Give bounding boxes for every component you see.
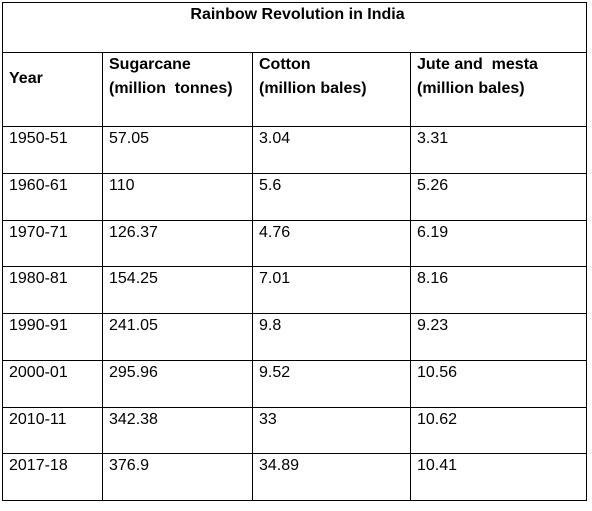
table-row: 1960-61 110 5.6 5.26 xyxy=(2,172,588,221)
cell-sugarcane: 110 xyxy=(102,172,253,221)
header-cotton-unit: (million bales) xyxy=(259,80,367,97)
table-row: 2000-01 295.96 9.52 10.56 xyxy=(2,359,588,408)
header-row: Year Sugarcane (million tonnes) Cotton (… xyxy=(2,52,588,127)
cell-jute: 10.56 xyxy=(409,359,588,408)
header-jute-name: Jute and mesta xyxy=(417,56,538,73)
header-sugarcane: Sugarcane (million tonnes) xyxy=(102,52,253,127)
cell-sugarcane: 376.9 xyxy=(102,453,253,501)
title-row: Rainbow Revolution in India xyxy=(1,2,588,53)
cell-jute: 3.31 xyxy=(409,126,588,174)
cell-sugarcane: 154.25 xyxy=(102,266,253,314)
cell-cotton: 4.76 xyxy=(252,219,411,268)
cell-sugarcane: 342.38 xyxy=(102,406,253,455)
cell-sugarcane: 241.05 xyxy=(102,313,253,361)
cell-cotton: 5.6 xyxy=(252,172,411,221)
cell-year: 1970-71 xyxy=(2,219,103,268)
cell-year: 2010-11 xyxy=(2,406,103,455)
table-row: 2017-18 376.9 34.89 10.41 xyxy=(2,453,588,501)
cell-sugarcane: 57.05 xyxy=(102,126,253,174)
cell-year: 2017-18 xyxy=(2,453,103,501)
cell-sugarcane: 295.96 xyxy=(102,359,253,408)
cell-cotton: 9.8 xyxy=(252,313,411,361)
header-sugarcane-name: Sugarcane xyxy=(109,56,191,73)
table-row: 2010-11 342.38 33 10.62 xyxy=(2,406,588,455)
cell-year: 1950-51 xyxy=(2,126,103,174)
cell-jute: 8.16 xyxy=(409,266,588,314)
header-cotton-name: Cotton xyxy=(259,56,311,73)
cell-year: 1990-91 xyxy=(2,313,103,361)
cell-cotton: 9.52 xyxy=(252,359,411,408)
cell-cotton: 34.89 xyxy=(252,453,411,501)
table-row: 1990-91 241.05 9.8 9.23 xyxy=(2,313,588,361)
cell-year: 2000-01 xyxy=(2,359,103,408)
header-sugarcane-unit: (million tonnes) xyxy=(109,80,233,97)
header-jute: Jute and mesta (million bales) xyxy=(409,52,588,127)
table-title: Rainbow Revolution in India xyxy=(190,6,405,23)
cell-jute: 9.23 xyxy=(409,313,588,361)
table-row: 1980-81 154.25 7.01 8.16 xyxy=(2,266,588,314)
table-title-cell: Rainbow Revolution in India xyxy=(1,2,588,53)
cell-jute: 6.19 xyxy=(409,219,588,268)
cell-jute: 5.26 xyxy=(409,172,588,221)
cell-cotton: 3.04 xyxy=(252,126,411,174)
header-jute-unit: (million bales) xyxy=(417,80,525,97)
cell-cotton: 33 xyxy=(252,406,411,455)
header-cotton: Cotton (million bales) xyxy=(252,52,411,127)
header-year: Year xyxy=(2,52,103,127)
cell-year: 1980-81 xyxy=(2,266,103,314)
cell-year: 1960-61 xyxy=(2,172,103,221)
cell-jute: 10.41 xyxy=(409,453,588,501)
cell-sugarcane: 126.37 xyxy=(102,219,253,268)
table-row: 1970-71 126.37 4.76 6.19 xyxy=(2,219,588,268)
table-row: 1950-51 57.05 3.04 3.31 xyxy=(2,126,588,174)
cell-jute: 10.62 xyxy=(409,406,588,455)
production-table: Rainbow Revolution in India Year Sugarca… xyxy=(1,2,588,501)
cell-cotton: 7.01 xyxy=(252,266,411,314)
